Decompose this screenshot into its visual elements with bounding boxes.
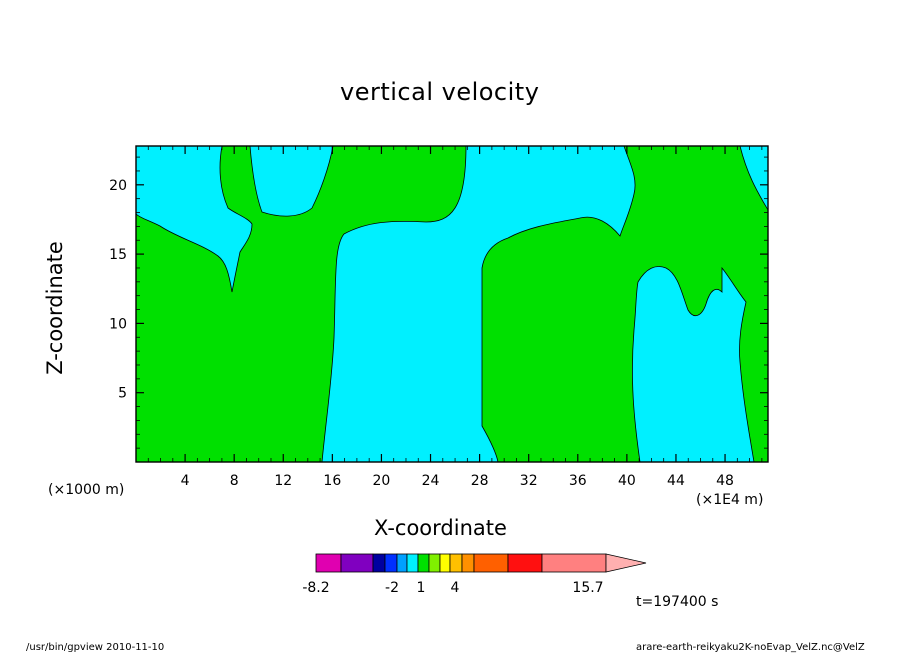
x-tick-label: 16 (323, 473, 341, 489)
x-tick-label: 48 (716, 473, 734, 489)
x-unit-note: (×1E4 m) (696, 492, 764, 508)
colorbar-cell (406, 553, 419, 573)
footer-right: arare-earth-reikyaku2K-noEvap_VelZ.nc@Ve… (636, 642, 865, 653)
colorbar-label: -2 (385, 580, 399, 596)
colorbar-label: 15.7 (572, 580, 603, 596)
x-tick-label: 32 (520, 473, 538, 489)
colorbar-cell (384, 553, 398, 573)
x-scale-note: (×1000 m) (48, 482, 125, 498)
colorbar-cell (340, 553, 374, 573)
colorbar: -8.2 -2 1 4 15.7 (302, 553, 647, 596)
colorbar-label: 1 (417, 580, 426, 596)
y-tick-label: 15 (109, 247, 127, 263)
colorbar-cell (461, 553, 475, 573)
x-tick-label: 28 (471, 473, 489, 489)
colorbar-cell (507, 553, 543, 573)
x-tick-label: 24 (422, 473, 440, 489)
contour-field (135, 145, 769, 463)
colorbar-cell (449, 553, 463, 573)
y-tick-label: 5 (118, 386, 127, 402)
x-axis-label: X-coordinate (374, 516, 507, 540)
x-tick-label: 4 (181, 473, 190, 489)
colorbar-cell (428, 553, 441, 573)
x-tick-label: 36 (569, 473, 587, 489)
y-tick-label: 20 (109, 178, 127, 194)
colorbar-arrow (605, 553, 647, 573)
x-tick-label: 20 (373, 473, 391, 489)
colorbar-cell (473, 553, 509, 573)
colorbar-cell (439, 553, 451, 573)
colorbar-label: -8.2 (302, 580, 329, 596)
negative-region (249, 145, 334, 217)
chart-title: vertical velocity (340, 78, 540, 106)
x-tick-label: 40 (618, 473, 636, 489)
x-tick-label: 44 (667, 473, 685, 489)
footer-left: /usr/bin/gpview 2010-11-10 (26, 642, 165, 653)
colorbar-cell (372, 553, 386, 573)
x-tick-label: 12 (274, 473, 292, 489)
colorbar-cell (396, 553, 408, 573)
time-label: t=197400 s (636, 594, 719, 610)
y-tick-label: 10 (109, 316, 127, 332)
plot-frame (135, 145, 769, 463)
y-axis-label: Z-coordinate (42, 241, 67, 375)
negative-region (321, 145, 636, 463)
colorbar-cell (315, 553, 342, 573)
x-tick-label: 8 (230, 473, 239, 489)
negative-region (135, 145, 253, 293)
colorbar-label: 4 (451, 580, 460, 596)
negative-region (632, 266, 755, 463)
colorbar-cell (541, 553, 607, 573)
colorbar-cell (417, 553, 430, 573)
